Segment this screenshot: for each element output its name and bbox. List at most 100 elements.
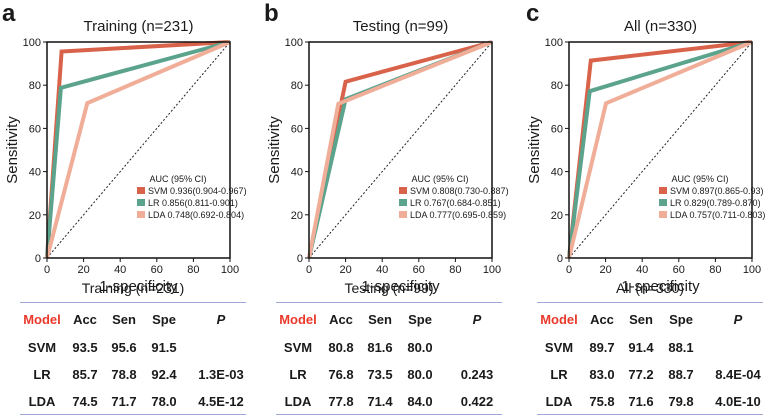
plot-frame — [46, 41, 231, 259]
table-row: LDA 75.8 71.6 79.8 4.0E-10 — [537, 394, 763, 414]
x-tick-label: 0 — [306, 264, 312, 276]
legend-label-svm: SVM 0.897(0.865-0.93) — [670, 186, 764, 196]
table-header-cell: P — [216, 312, 226, 327]
table-row: LDA 74.5 71.7 78.0 4.5E-12 — [20, 394, 246, 414]
reference-diagonal — [568, 41, 753, 259]
table-cell: 93.5 — [72, 340, 98, 355]
metrics-table: Testing (n=99) Model Acc Sen Spe P SVM 80.8 81.6… — [276, 280, 502, 416]
x-tick-label: 80 — [709, 264, 721, 276]
table-row: LR 85.7 78.8 92.4 1.3E-03 — [20, 367, 246, 387]
table-cell: 75.8 — [589, 394, 615, 409]
x-tick-label: 20 — [599, 264, 611, 276]
y-tick-label: 80 — [551, 80, 563, 92]
legend-label-lr: LR 0.856(0.811-0.901) — [148, 198, 238, 208]
x-tick-label: 0 — [44, 264, 50, 276]
y-tick-label: 60 — [29, 123, 41, 135]
y-tick-label: 20 — [29, 210, 41, 222]
table-cell: LDA — [28, 394, 56, 409]
plot-frame — [568, 41, 753, 259]
legend-swatch-svm — [137, 187, 145, 194]
table-row: SVM 93.5 95.6 91.5 — [20, 340, 246, 360]
legend-label-lr: LR 0.767(0.684-0.851) — [410, 198, 501, 208]
panel-letter-c: c — [526, 0, 540, 27]
table-cell: 0.422 — [460, 394, 494, 409]
table-title: All (n=330) — [615, 280, 685, 296]
table-cell: 81.6 — [367, 340, 393, 355]
legend-swatch-lr — [659, 199, 667, 206]
table-cell: 79.8 — [668, 394, 694, 409]
y-tick-label: 20 — [291, 210, 303, 222]
legend-label-lda: LDA 0.757(0.711-0.803) — [670, 210, 765, 220]
table-top-rule — [537, 302, 763, 303]
x-axis-label: 1-specificity — [361, 278, 440, 295]
table-header-cell: Acc — [329, 312, 353, 327]
plot-frame — [308, 41, 493, 259]
table-header-cell: Sen — [112, 312, 136, 327]
y-tick-label: 0 — [35, 253, 41, 265]
table-header-cell: P — [733, 312, 743, 327]
table-header-row: Model Acc Sen Spe P — [20, 312, 246, 332]
y-axis-label: Sensitivity — [4, 116, 21, 184]
table-cell: LDA — [545, 394, 573, 409]
legend-swatch-svm — [399, 187, 407, 194]
table-header-cell: Sen — [629, 312, 653, 327]
legend-label-svm: SVM 0.936(0.904-0.967) — [148, 186, 247, 196]
table-cell: 80.0 — [407, 340, 433, 355]
table-cell: 77.2 — [628, 367, 654, 382]
table-cell: 92.4 — [151, 367, 177, 382]
y-tick-label: 60 — [551, 123, 563, 135]
y-tick-label: 80 — [29, 80, 41, 92]
y-tick-label: 20 — [551, 210, 563, 222]
table-top-rule — [20, 302, 246, 303]
table-cell: SVM — [27, 340, 57, 355]
chart-title: All (n=330) — [624, 18, 697, 35]
table-cell: 76.8 — [328, 367, 354, 382]
table-cell: LDA — [284, 394, 312, 409]
table-cell: 8.4E-04 — [715, 367, 761, 382]
table-header-cell: Acc — [590, 312, 614, 327]
legend-label-lda: LDA 0.748(0.692-0.804) — [148, 210, 244, 220]
table-cell: 84.0 — [407, 394, 433, 409]
y-tick-label: 40 — [29, 167, 41, 179]
legend-label-svm: SVM 0.808(0.730-0.887) — [410, 186, 509, 196]
roc-line-lda — [45, 40, 231, 259]
table-row: LR 76.8 73.5 80.0 0.243 — [276, 367, 502, 387]
table-cell: LR — [33, 367, 51, 382]
table-cell: 88.1 — [668, 340, 694, 355]
legend-title: AUC (95% CI) — [411, 174, 468, 184]
x-tick-label: 60 — [151, 264, 163, 276]
x-axis-label: 1-specificity — [621, 278, 700, 295]
table-header-row: Model Acc Sen Spe P — [537, 312, 763, 332]
y-tick-label: 60 — [291, 123, 303, 135]
table-cell: 74.5 — [72, 394, 98, 409]
legend-title: AUC (95% CI) — [149, 174, 206, 184]
legend-title: AUC (95% CI) — [671, 174, 728, 184]
table-cell: LR — [550, 367, 568, 382]
x-tick-label: 80 — [449, 264, 461, 276]
legend-swatch-lda — [399, 211, 407, 218]
table-header-cell: Spe — [152, 312, 176, 327]
x-tick-label: 0 — [566, 264, 572, 276]
table-bottom-rule — [276, 414, 502, 415]
table-title: Testing (n=99) — [344, 280, 434, 296]
roc-chart-a: Training (n=231) 0 20 40 60 80 100 0 20 40 60 80 100… — [4, 18, 247, 295]
metrics-table: Training (n=231) Model Acc Sen Spe P SVM 93.5 95… — [20, 280, 246, 416]
panel-letter-a: a — [2, 0, 16, 27]
table-cell: 78.8 — [111, 367, 137, 382]
table-header-cell: Model — [23, 312, 61, 327]
table-cell: 71.6 — [628, 394, 654, 409]
x-tick-label: 40 — [376, 264, 388, 276]
chart-title: Testing (n=99) — [353, 18, 448, 35]
x-tick-label: 20 — [339, 264, 351, 276]
x-tick-label: 20 — [77, 264, 89, 276]
panel-letter-b: b — [264, 0, 279, 27]
table-cell: 4.5E-12 — [198, 394, 244, 409]
y-tick-label: 40 — [291, 167, 303, 179]
table-row: LR 83.0 77.2 88.7 8.4E-04 — [537, 367, 763, 387]
legend-swatch-lr — [399, 199, 407, 206]
table-cell: 88.7 — [668, 367, 694, 382]
table-bottom-rule — [537, 414, 763, 415]
roc-line-lda — [307, 40, 493, 259]
roc-line-lr — [567, 40, 753, 259]
table-cell: LR — [289, 367, 307, 382]
